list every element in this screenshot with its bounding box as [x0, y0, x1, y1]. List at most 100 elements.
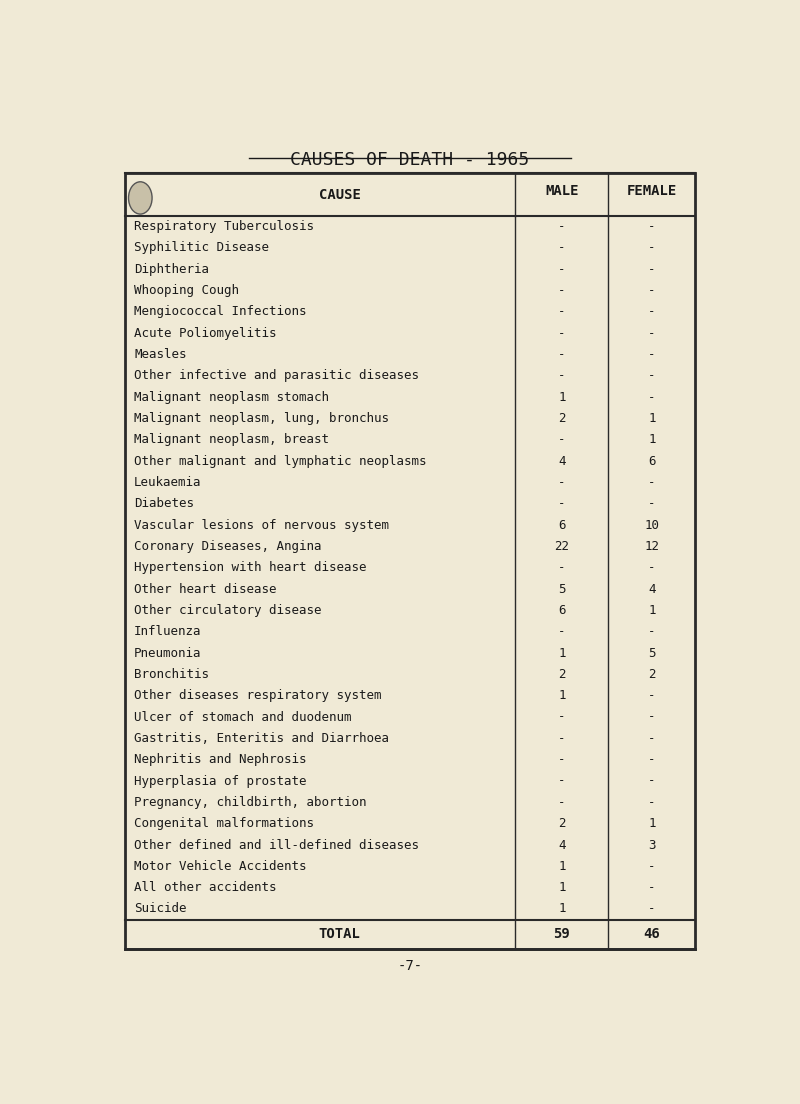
Text: 1: 1	[558, 860, 566, 873]
Text: -: -	[558, 711, 566, 723]
Text: Measles: Measles	[134, 348, 186, 361]
Text: Ulcer of stomach and duodenum: Ulcer of stomach and duodenum	[134, 711, 352, 723]
Text: 1: 1	[558, 647, 566, 659]
Text: -: -	[648, 284, 655, 297]
Text: 4: 4	[648, 583, 655, 595]
Text: 2: 2	[558, 412, 566, 425]
Text: -: -	[558, 220, 566, 233]
Text: MALE: MALE	[545, 184, 578, 198]
Text: -: -	[558, 497, 566, 510]
Text: 1: 1	[648, 412, 655, 425]
Text: Vascular lesions of nervous system: Vascular lesions of nervous system	[134, 519, 389, 531]
Text: -: -	[558, 369, 566, 382]
Text: 1: 1	[648, 604, 655, 617]
Text: 6: 6	[558, 519, 566, 531]
Text: -: -	[648, 796, 655, 809]
Text: Hyperplasia of prostate: Hyperplasia of prostate	[134, 775, 306, 787]
Text: 6: 6	[648, 455, 655, 468]
Text: -: -	[558, 796, 566, 809]
Text: Pregnancy, childbirth, abortion: Pregnancy, childbirth, abortion	[134, 796, 366, 809]
Text: -: -	[558, 284, 566, 297]
Text: 5: 5	[558, 583, 566, 595]
Text: 2: 2	[558, 668, 566, 681]
Text: Bronchitis: Bronchitis	[134, 668, 209, 681]
Text: -: -	[558, 561, 566, 574]
Text: Other circulatory disease: Other circulatory disease	[134, 604, 322, 617]
Text: 6: 6	[558, 604, 566, 617]
Text: -: -	[648, 881, 655, 894]
Text: CAUSES OF DEATH - 1965: CAUSES OF DEATH - 1965	[290, 151, 530, 169]
Text: Syphilitic Disease: Syphilitic Disease	[134, 242, 269, 254]
Text: -: -	[648, 306, 655, 318]
Text: Other infective and parasitic diseases: Other infective and parasitic diseases	[134, 369, 419, 382]
Text: 1: 1	[558, 881, 566, 894]
Text: -: -	[648, 561, 655, 574]
Text: -: -	[648, 775, 655, 787]
Text: -: -	[648, 689, 655, 702]
Text: Nephritis and Nephrosis: Nephritis and Nephrosis	[134, 753, 306, 766]
Text: All other accidents: All other accidents	[134, 881, 277, 894]
Text: -: -	[558, 242, 566, 254]
Text: Respiratory Tuberculosis: Respiratory Tuberculosis	[134, 220, 314, 233]
Text: -: -	[558, 732, 566, 745]
Text: -7-: -7-	[398, 958, 422, 973]
Text: Pneumonia: Pneumonia	[134, 647, 202, 659]
Text: -: -	[558, 625, 566, 638]
Text: 2: 2	[648, 668, 655, 681]
Text: -: -	[558, 348, 566, 361]
Text: Influenza: Influenza	[134, 625, 202, 638]
Text: 46: 46	[643, 927, 660, 941]
Text: FEMALE: FEMALE	[626, 184, 677, 198]
Text: Other malignant and lymphatic neoplasms: Other malignant and lymphatic neoplasms	[134, 455, 426, 468]
Text: Motor Vehicle Accidents: Motor Vehicle Accidents	[134, 860, 306, 873]
Text: -: -	[558, 433, 566, 446]
Text: TOTAL: TOTAL	[318, 927, 361, 941]
Text: -: -	[558, 327, 566, 340]
Text: -: -	[648, 860, 655, 873]
Text: -: -	[558, 263, 566, 276]
Text: Coronary Diseases, Angina: Coronary Diseases, Angina	[134, 540, 322, 553]
Text: -: -	[558, 476, 566, 489]
Text: -: -	[648, 711, 655, 723]
Text: -: -	[648, 327, 655, 340]
Text: -: -	[648, 220, 655, 233]
Text: 10: 10	[644, 519, 659, 531]
Text: Diabetes: Diabetes	[134, 497, 194, 510]
Text: Other diseases respiratory system: Other diseases respiratory system	[134, 689, 382, 702]
Text: Congenital malformations: Congenital malformations	[134, 817, 314, 830]
Text: -: -	[648, 497, 655, 510]
Text: Diphtheria: Diphtheria	[134, 263, 209, 276]
Text: 1: 1	[648, 433, 655, 446]
Text: Other defined and ill-defined diseases: Other defined and ill-defined diseases	[134, 839, 419, 851]
Text: Other heart disease: Other heart disease	[134, 583, 277, 595]
Text: 4: 4	[558, 839, 566, 851]
Text: Malignant neoplasm, lung, bronchus: Malignant neoplasm, lung, bronchus	[134, 412, 389, 425]
Text: -: -	[558, 775, 566, 787]
Text: 22: 22	[554, 540, 570, 553]
Text: 1: 1	[558, 902, 566, 915]
Text: 5: 5	[648, 647, 655, 659]
Text: 59: 59	[554, 927, 570, 941]
Text: 1: 1	[558, 689, 566, 702]
Text: -: -	[648, 369, 655, 382]
Text: 4: 4	[558, 455, 566, 468]
Circle shape	[129, 182, 152, 214]
Text: -: -	[648, 476, 655, 489]
Text: -: -	[648, 732, 655, 745]
Text: Acute Poliomyelitis: Acute Poliomyelitis	[134, 327, 277, 340]
Text: Malignant neoplasm stomach: Malignant neoplasm stomach	[134, 391, 329, 404]
Text: Whooping Cough: Whooping Cough	[134, 284, 239, 297]
Text: Leukaemia: Leukaemia	[134, 476, 202, 489]
Text: -: -	[648, 625, 655, 638]
Text: 12: 12	[644, 540, 659, 553]
Text: Malignant neoplasm, breast: Malignant neoplasm, breast	[134, 433, 329, 446]
Text: Suicide: Suicide	[134, 902, 186, 915]
Text: Hypertension with heart disease: Hypertension with heart disease	[134, 561, 366, 574]
Text: 2: 2	[558, 817, 566, 830]
Text: -: -	[648, 753, 655, 766]
Text: Gastritis, Enteritis and Diarrhoea: Gastritis, Enteritis and Diarrhoea	[134, 732, 389, 745]
Text: 3: 3	[648, 839, 655, 851]
Text: -: -	[558, 306, 566, 318]
Text: CAUSE: CAUSE	[318, 188, 361, 202]
Text: Mengiococcal Infections: Mengiococcal Infections	[134, 306, 306, 318]
